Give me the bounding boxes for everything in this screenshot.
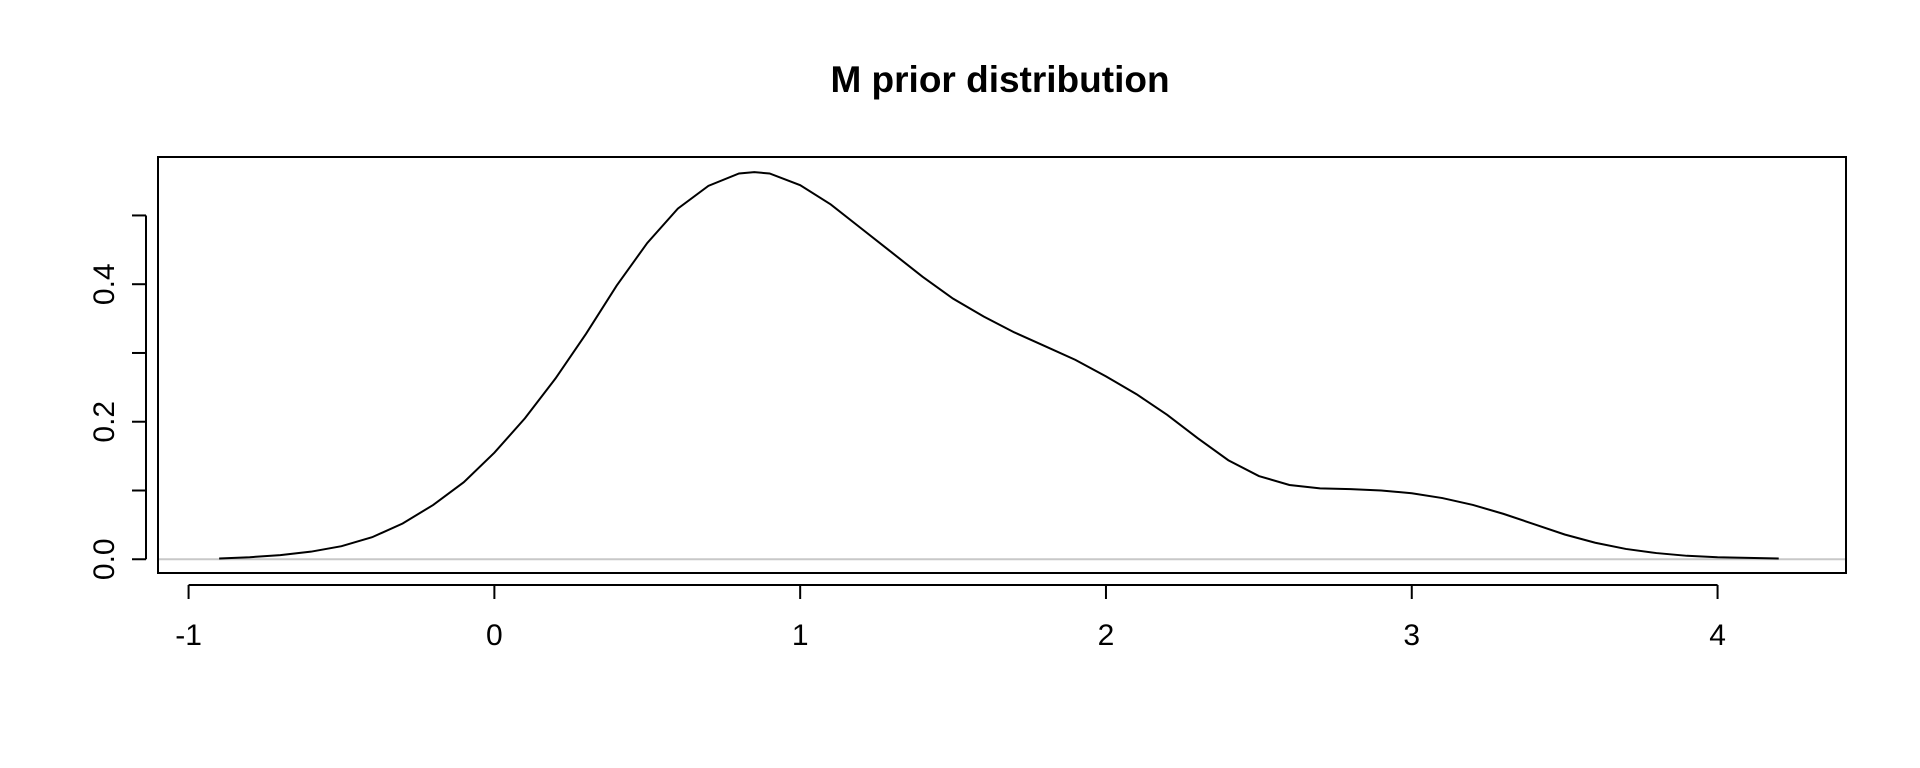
- chart-title: M prior distribution: [830, 59, 1169, 100]
- y-tick-label: 0.2: [88, 401, 121, 443]
- x-axis: -1 0 1 2 3 4: [175, 584, 1726, 652]
- y-axis: 0.0 0.2 0.4: [88, 214, 147, 580]
- x-tick-label: 1: [792, 619, 809, 652]
- y-tick-label: 0.4: [88, 263, 121, 305]
- x-tick-label: 4: [1709, 619, 1726, 652]
- x-tick-label: 2: [1098, 619, 1115, 652]
- density-curve: [219, 171, 1779, 560]
- x-tick-label: 0: [486, 619, 503, 652]
- x-tick-label: -1: [175, 619, 202, 652]
- plot-frame: [157, 156, 1847, 574]
- y-tick-label: 0.0: [88, 538, 121, 580]
- x-tick-label: 3: [1403, 619, 1420, 652]
